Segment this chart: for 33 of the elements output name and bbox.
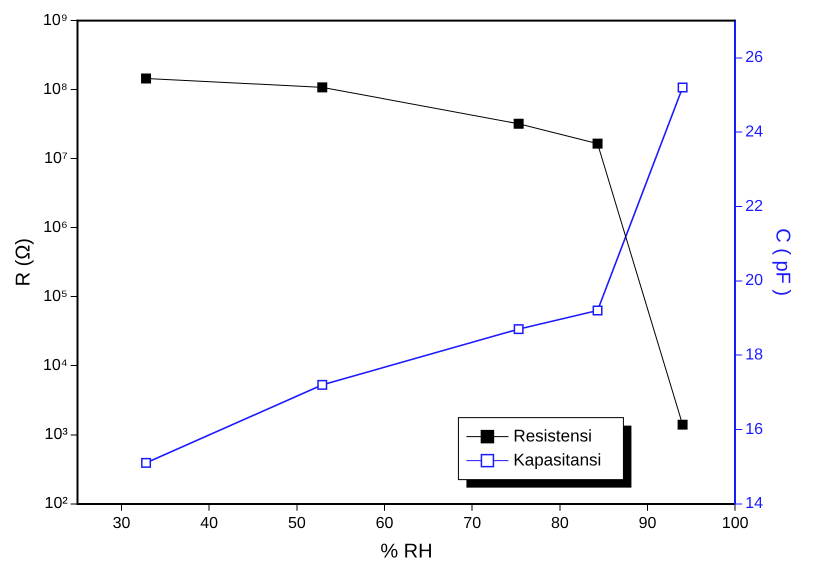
y2-axis-title: C ( pF ) <box>771 228 794 296</box>
y2-tick-label: 24 <box>745 124 764 141</box>
point <box>592 138 603 149</box>
x-tick-label: 70 <box>463 514 482 532</box>
x-tick-label: 50 <box>288 514 306 532</box>
point <box>514 118 524 129</box>
legend-label: Kapasitansi <box>513 450 602 470</box>
y-tick-label: 10⁵ <box>43 288 68 306</box>
y2-tick-label: 18 <box>745 346 764 364</box>
y-tick-label: 10² <box>44 495 68 512</box>
y-tick-label: 10⁹ <box>43 12 68 30</box>
y2-tick-label: 22 <box>745 198 764 215</box>
y2-tick-label: 20 <box>745 272 764 290</box>
point <box>141 73 152 84</box>
y-tick-label: 10⁸ <box>43 81 68 98</box>
y2-tick-label: 26 <box>745 49 764 66</box>
legend-label: Resistensi <box>513 426 592 446</box>
point <box>317 82 328 92</box>
y-tick-label: 10⁶ <box>43 219 68 236</box>
y2-tick-label: 14 <box>745 495 764 512</box>
point <box>678 420 688 430</box>
x-tick-label: 40 <box>200 514 218 532</box>
y-tick-label: 10³ <box>44 426 68 444</box>
x-tick-label: 80 <box>550 514 569 532</box>
x-axis-title: % RH <box>380 540 433 563</box>
x-tick-label: 100 <box>722 514 749 532</box>
y-tick-label: 10⁷ <box>44 150 68 168</box>
y-tick-label: 10⁴ <box>43 357 68 374</box>
y-axis-title: R (Ω) <box>12 238 35 286</box>
x-tick-label: 30 <box>112 514 131 532</box>
y2-tick-label: 16 <box>745 420 764 438</box>
x-tick-label: 90 <box>638 514 657 532</box>
x-tick-label: 60 <box>376 514 394 532</box>
